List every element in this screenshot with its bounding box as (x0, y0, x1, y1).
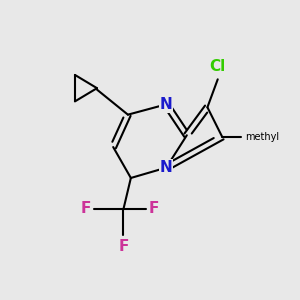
Text: F: F (81, 201, 91, 216)
Text: N: N (160, 97, 172, 112)
Text: Cl: Cl (210, 59, 226, 74)
Text: methyl: methyl (245, 132, 279, 142)
Text: F: F (148, 201, 159, 216)
Text: F: F (118, 239, 129, 254)
Text: N: N (160, 160, 172, 175)
